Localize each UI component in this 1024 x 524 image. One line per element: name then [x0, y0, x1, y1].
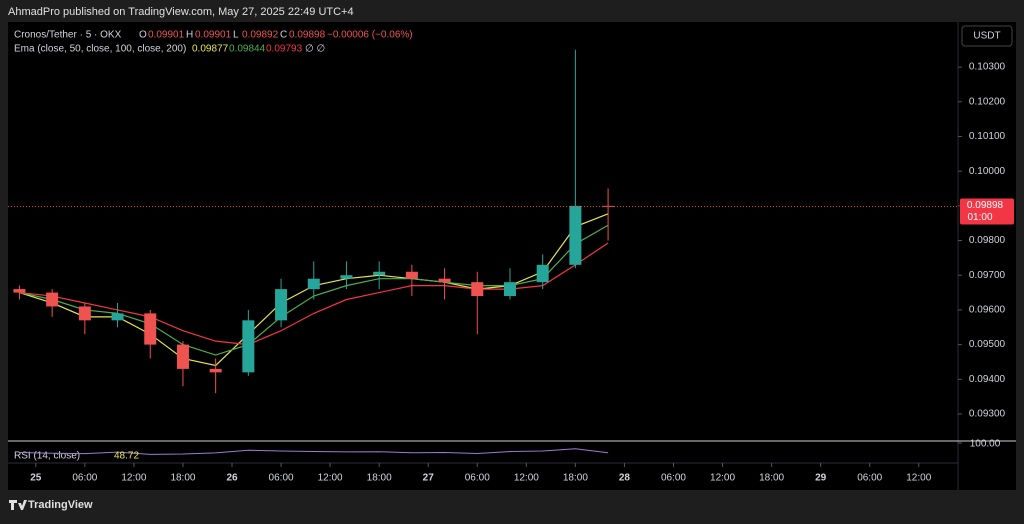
candle-body	[176, 344, 189, 369]
x-tick-label: 28	[619, 473, 631, 484]
ohlc-value: 0.09901	[148, 30, 185, 41]
ohlc-value: 0.09892	[242, 30, 279, 41]
x-tick-label: 26	[226, 473, 238, 484]
ema-value: 0.09793	[266, 44, 303, 55]
x-tick-label: 12:00	[121, 473, 146, 484]
candle-body	[438, 278, 451, 283]
x-tick-label: 12:00	[906, 473, 931, 484]
y-tick-label: 0.09500	[969, 339, 1006, 350]
candle-body	[373, 271, 386, 276]
candle-body	[275, 289, 288, 321]
x-tick-label: 18:00	[759, 473, 784, 484]
last-price-label: 0.09898	[967, 200, 1004, 211]
change: −0.00006 (−0.06%)	[327, 30, 413, 41]
ema-value: 0.09877	[192, 44, 229, 55]
y-tick-label: 0.09400	[969, 374, 1006, 385]
symbol: Cronos/Tether · 5 · OKX	[14, 30, 122, 41]
x-tick-label: 06:00	[72, 473, 97, 484]
x-tick-label: 18:00	[563, 473, 588, 484]
x-tick-label: 27	[423, 473, 435, 484]
candle-body	[471, 282, 484, 297]
chart-area	[8, 22, 1016, 490]
x-tick-label: 06:00	[465, 473, 490, 484]
rsi-tick-label: 100.00	[970, 439, 1001, 450]
x-tick-label: 06:00	[269, 473, 294, 484]
y-tick-label: 0.10200	[969, 96, 1006, 107]
rsi-value: 48.72	[114, 451, 139, 462]
y-tick-label: 0.09300	[969, 409, 1006, 420]
x-tick-label: 25	[30, 473, 42, 484]
x-tick-label: 29	[815, 473, 827, 484]
rsi-title: RSI (14, close)	[14, 451, 80, 462]
rsi-line	[19, 448, 609, 455]
candle-body	[78, 306, 91, 321]
candle-body	[13, 289, 26, 293]
ohlc-key: L	[233, 30, 239, 41]
last-price-tag	[960, 198, 1014, 225]
y-tick-label: 0.10300	[969, 62, 1006, 73]
x-tick-label: 18:00	[170, 473, 195, 484]
candle-body	[569, 205, 582, 265]
y-tick-label: 0.10000	[969, 166, 1006, 177]
ohlc-key: O	[139, 30, 147, 41]
ohlc-value: 0.09898	[289, 30, 326, 41]
candle-body	[46, 292, 59, 307]
x-tick-label: 12:00	[318, 473, 343, 484]
ema-title: Ema (close, 50, close, 100, close, 200)	[14, 44, 186, 55]
x-tick-label: 06:00	[661, 473, 686, 484]
x-tick-label: 06:00	[857, 473, 882, 484]
brand: TradingView	[28, 499, 93, 511]
y-tick-label: 0.09800	[969, 235, 1006, 246]
candle-body	[307, 278, 320, 290]
ohlc-value: 0.09901	[195, 30, 232, 41]
candle-body	[111, 313, 124, 321]
x-tick-label: 12:00	[710, 473, 735, 484]
brand-logo	[9, 500, 27, 510]
candle-body	[536, 264, 549, 283]
candle-body	[405, 271, 418, 279]
countdown: 01:00	[967, 212, 992, 223]
ohlc-key: H	[186, 30, 193, 41]
candle-body	[242, 320, 255, 373]
candle-body	[144, 313, 157, 345]
y-tick-label: 0.09600	[969, 305, 1006, 316]
candle-body	[503, 282, 516, 297]
ohlc-key: C	[280, 30, 287, 41]
currency-button[interactable]	[961, 25, 1013, 47]
ema-value: 0.09844	[229, 44, 266, 55]
x-tick-label: 18:00	[367, 473, 392, 484]
candle-body	[209, 368, 222, 373]
y-tick-label: 0.10100	[969, 131, 1006, 142]
ema-suffix: ∅ ∅	[305, 44, 325, 55]
x-tick-label: 12:00	[514, 473, 539, 484]
candle-body	[340, 275, 353, 279]
currency-label[interactable]: USDT	[973, 31, 1000, 42]
header: AhmadPro published on TradingView.com, M…	[8, 6, 354, 18]
y-tick-label: 0.09700	[969, 270, 1006, 281]
